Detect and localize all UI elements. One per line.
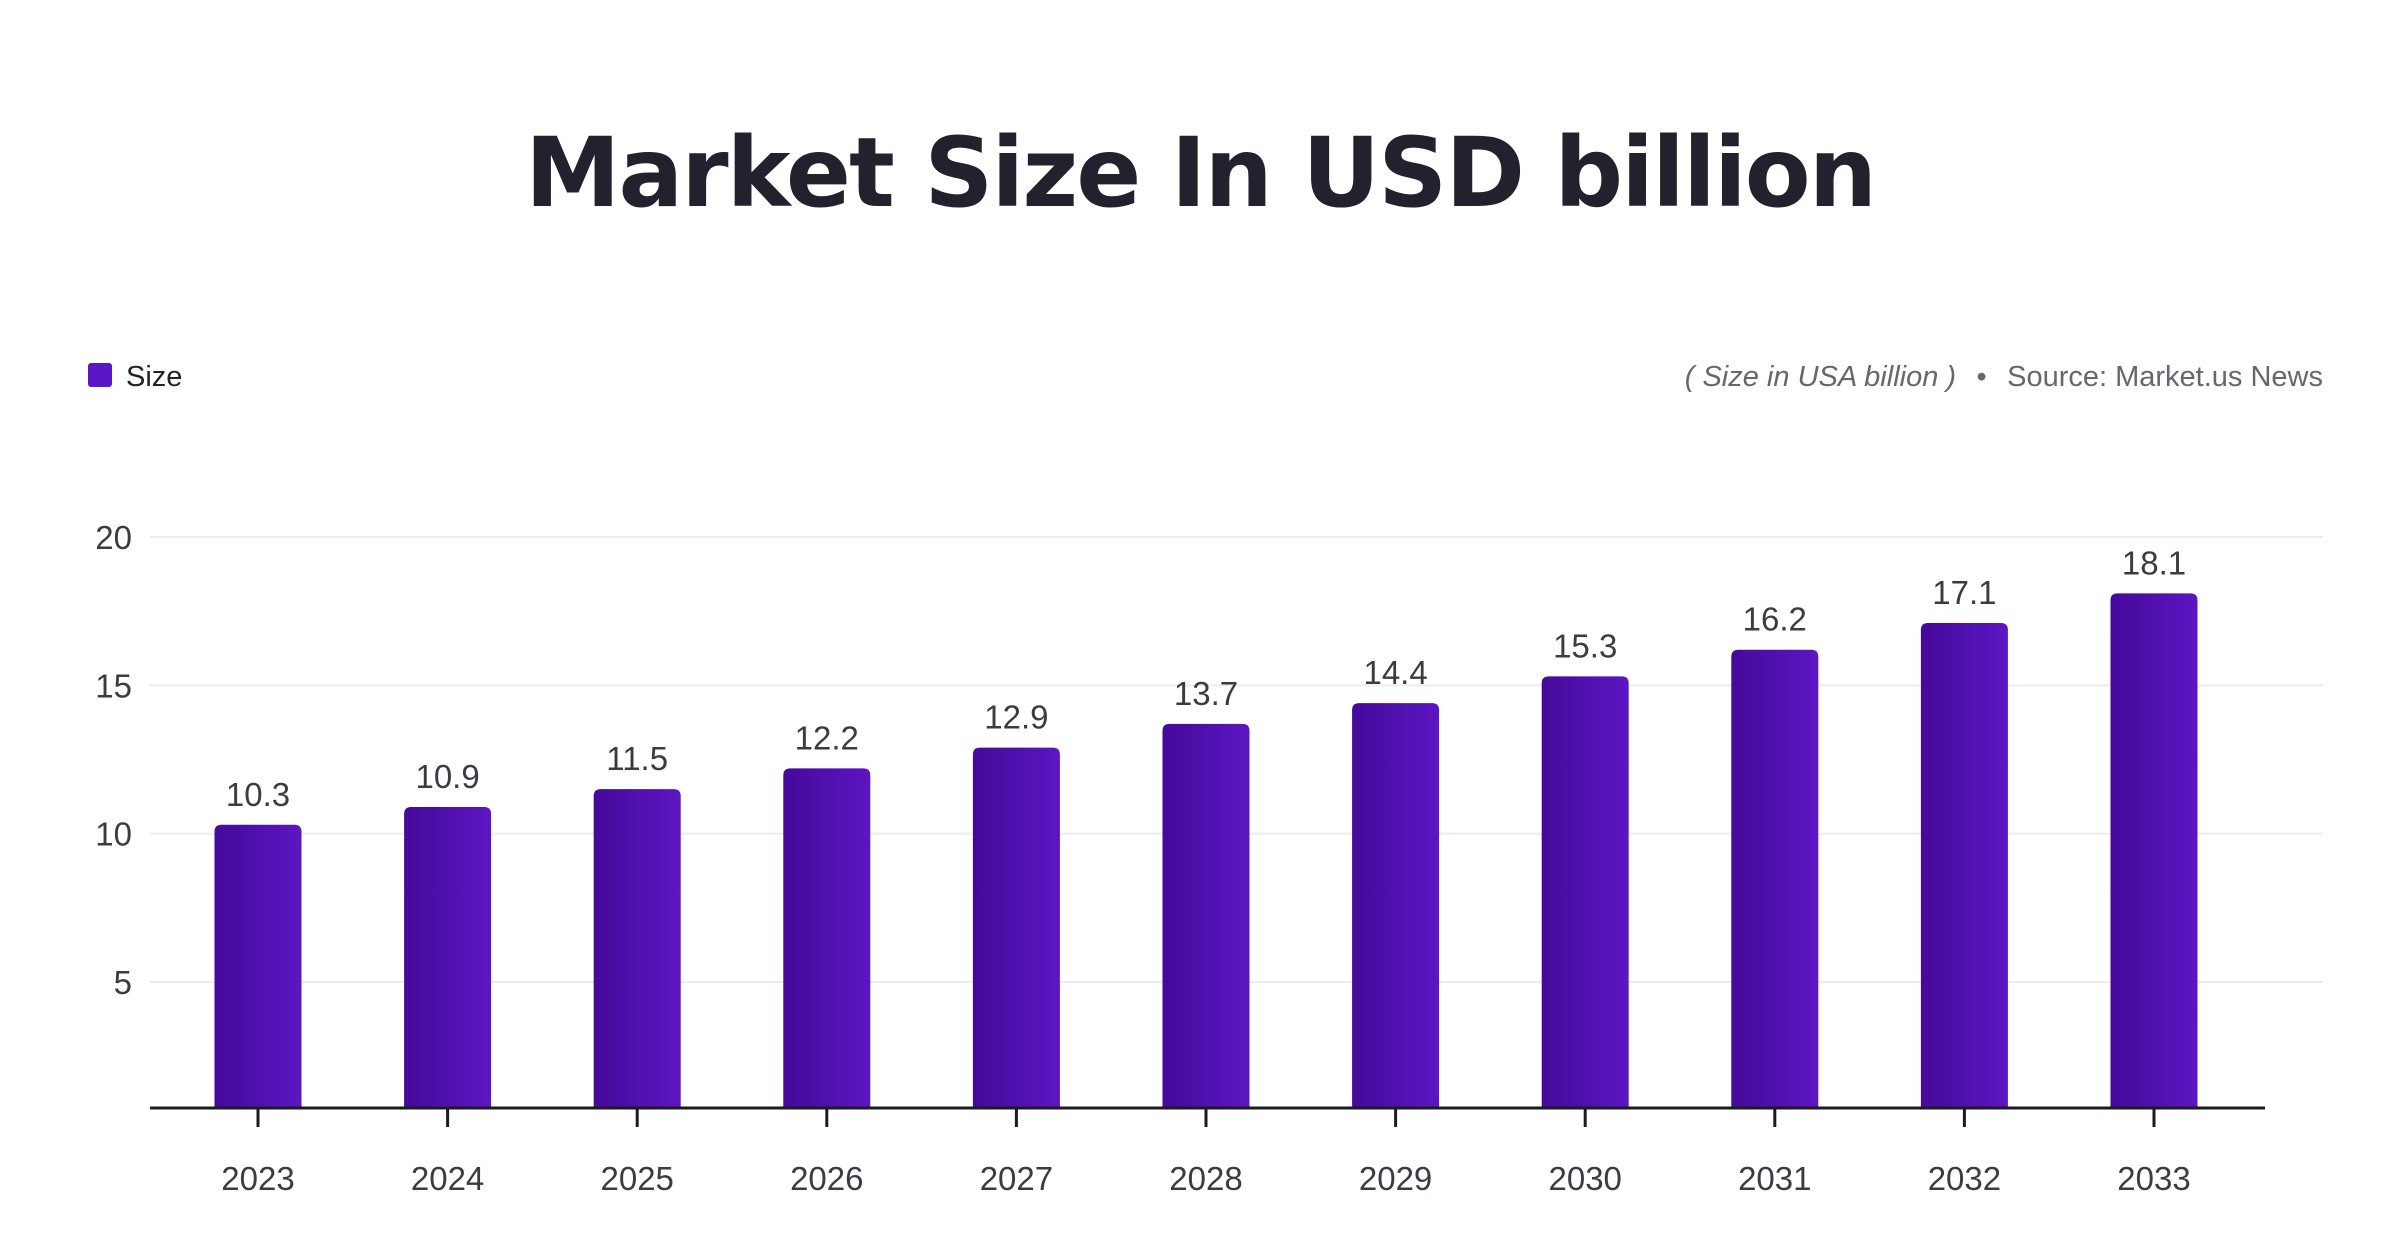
x-tick-label-2031: 2031: [1738, 1160, 1811, 1197]
y-tick-label-20: 20: [95, 519, 132, 556]
bar-2028: [1162, 723, 1250, 1108]
chart-title: Market Size In USD billion: [525, 117, 1875, 229]
legend-swatch-size: [88, 363, 112, 387]
x-tick-label-2023: 2023: [221, 1160, 294, 1197]
svg-text:( Size in USA billion ): ( Size in USA billion ) • Source: Market…: [1685, 361, 2323, 393]
bar-2031: [1731, 649, 1819, 1108]
value-label-2025: 11.5: [606, 740, 668, 777]
bar-2027: [972, 747, 1060, 1108]
y-tick-label-5: 5: [114, 964, 132, 1001]
x-tick-label-2027: 2027: [980, 1160, 1053, 1197]
value-label-2031: 16.2: [1743, 601, 1807, 638]
x-tick-label-2024: 2024: [411, 1160, 484, 1197]
value-label-2024: 10.9: [415, 758, 479, 795]
source-note: ( Size in USA billion ) • Source: Market…: [1685, 361, 2323, 393]
bar-2024: [404, 806, 492, 1108]
x-tick-label-2030: 2030: [1548, 1160, 1621, 1197]
value-label-2026: 12.2: [795, 719, 859, 756]
value-label-2032: 17.1: [1932, 574, 1996, 611]
x-tick-label-2028: 2028: [1169, 1160, 1242, 1197]
x-tick-label-2026: 2026: [790, 1160, 863, 1197]
value-label-2023: 10.3: [226, 776, 290, 813]
y-axis-tick-labels: 5 10 15 20: [95, 519, 132, 1001]
bar-2033: [2110, 593, 2198, 1108]
legend: Size: [88, 361, 182, 393]
bars: [214, 593, 2198, 1108]
bar-2030: [1541, 676, 1629, 1108]
source-separator: •: [1977, 361, 1987, 393]
x-tick-label-2025: 2025: [600, 1160, 673, 1197]
y-tick-label-15: 15: [95, 667, 132, 704]
source-label: Source: Market.us News: [2007, 361, 2323, 393]
x-tick-label-2033: 2033: [2117, 1160, 2190, 1197]
bar-2023: [214, 824, 302, 1108]
x-tick-label-2029: 2029: [1359, 1160, 1432, 1197]
bar-2032: [1920, 623, 2008, 1108]
value-label-2033: 18.1: [2122, 544, 2186, 581]
value-label-2028: 13.7: [1174, 675, 1238, 712]
x-axis-ticks: 2023 2024 2025 2026 2027 2028 2029 2030 2031 2032…: [221, 1108, 2191, 1197]
unit-note: ( Size in USA billion ): [1685, 361, 1956, 393]
value-label-2030: 15.3: [1553, 627, 1617, 664]
value-label-2027: 12.9: [984, 699, 1048, 736]
value-label-2029: 14.4: [1363, 654, 1427, 691]
bar-2026: [783, 768, 871, 1108]
value-labels: 10.3 10.9 11.5 12.2 12.9 13.7 14.4 15.3 16.2 17.1…: [226, 544, 2186, 812]
x-tick-label-2032: 2032: [1928, 1160, 2001, 1197]
bar-2029: [1352, 703, 1440, 1108]
bar-2025: [593, 789, 681, 1108]
y-tick-label-10: 10: [95, 816, 132, 853]
legend-label-size: Size: [126, 361, 182, 393]
